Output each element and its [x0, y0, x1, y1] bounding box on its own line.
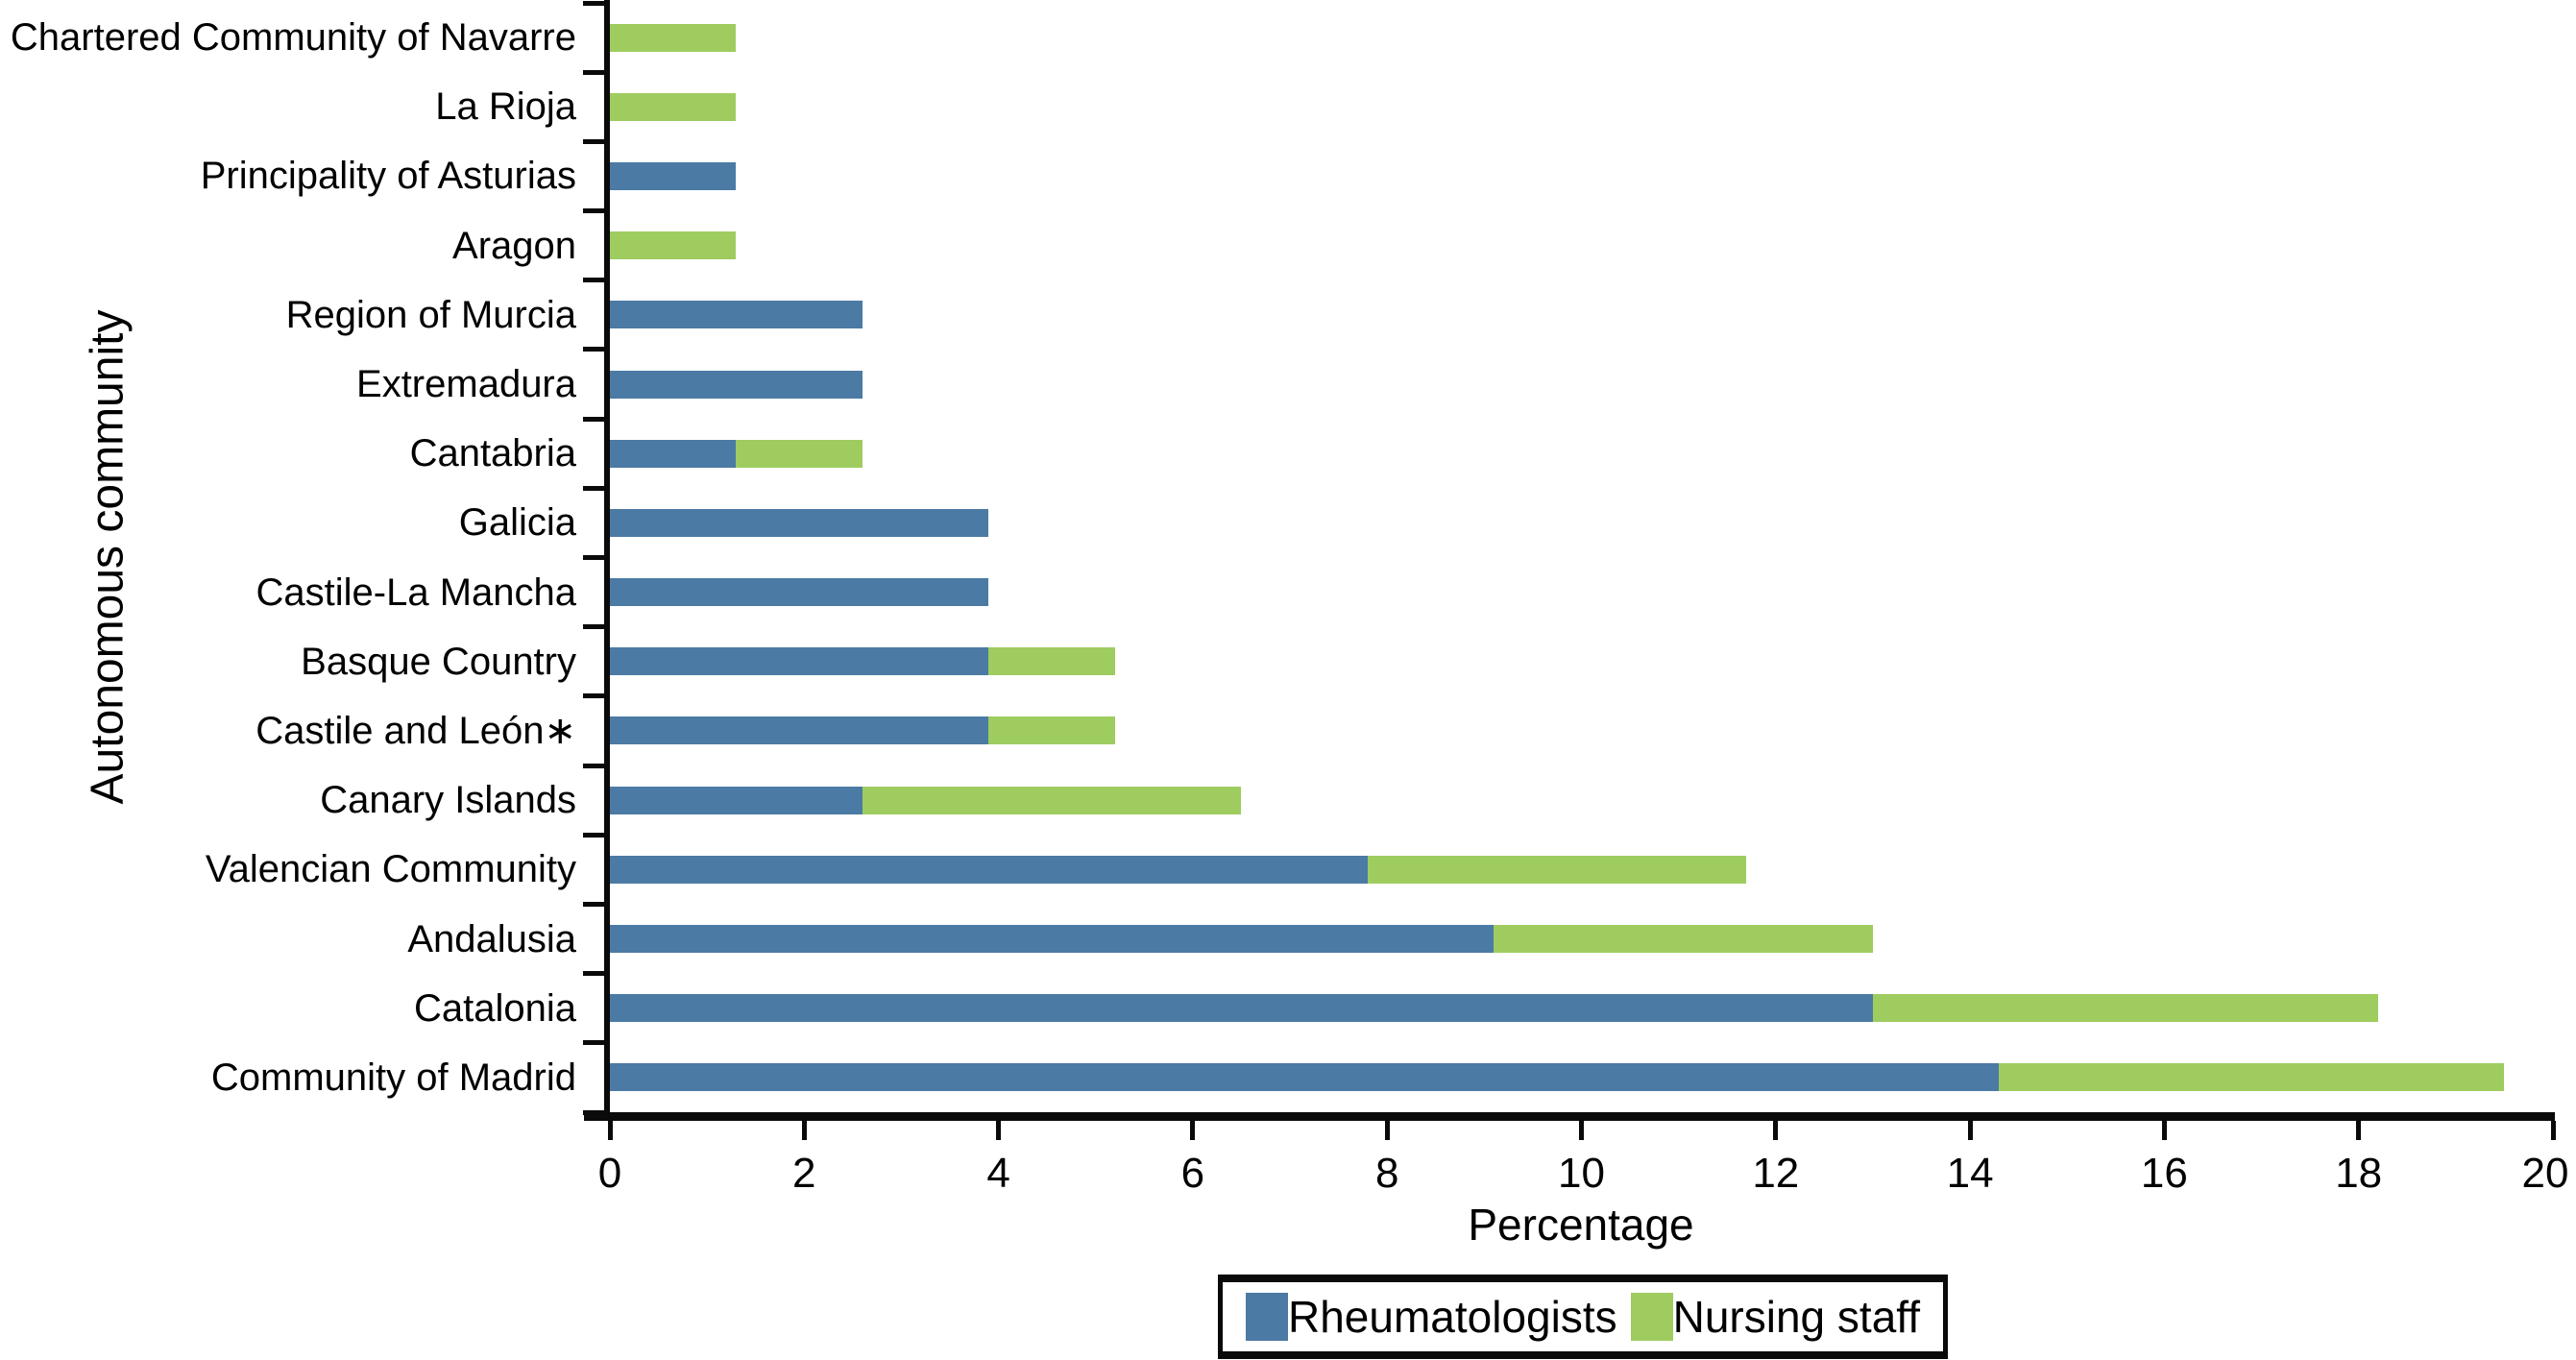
x-tick-12 — [1773, 1121, 1779, 1140]
x-tick-8 — [1384, 1121, 1390, 1140]
y-axis-boundary-tick — [583, 208, 604, 214]
y-axis-boundary-tick — [583, 971, 604, 977]
y-axis-boundary-tick — [583, 138, 604, 144]
bar-canary-islands-nursing-staff — [862, 786, 1242, 814]
x-tick-4 — [996, 1121, 1002, 1140]
bar-principality-of-asturias-rheumatologists — [610, 161, 737, 190]
category-label-chartered-community-of-navarre: Chartered Community of Navarre — [10, 16, 576, 60]
y-axis-boundary-tick — [583, 624, 604, 630]
x-tick-label-10: 10 — [1558, 1150, 1605, 1197]
bar-basque-country-rheumatologists — [610, 647, 989, 676]
legend-label-rheumatologists: Rheumatologists — [1288, 1292, 1617, 1342]
bar-region-of-murcia-rheumatologists — [610, 301, 863, 329]
category-label-andalusia: Andalusia — [407, 917, 576, 960]
y-axis-boundary-tick — [583, 555, 604, 560]
x-tick-label-2: 2 — [792, 1150, 816, 1197]
category-label-valencian-community: Valencian Community — [205, 848, 576, 891]
bar-canary-islands-rheumatologists — [610, 786, 863, 814]
category-label-canary-islands: Canary Islands — [320, 779, 576, 822]
category-label-principality-of-asturias: Principality of Asturias — [200, 155, 576, 198]
legend: Rheumatologists Nursing staff — [1218, 1275, 1949, 1359]
x-tick-label-8: 8 — [1374, 1150, 1399, 1197]
y-axis-boundary-tick — [583, 832, 604, 838]
x-tick-6 — [1190, 1121, 1196, 1140]
x-tick-label-6: 6 — [1180, 1150, 1205, 1197]
y-axis-boundary-tick — [583, 0, 604, 6]
y-axis-boundary-tick — [583, 69, 604, 75]
x-tick-0 — [607, 1121, 613, 1140]
bar-cantabria-rheumatologists — [610, 439, 737, 468]
y-axis-title: Autonomous community — [82, 309, 134, 805]
bar-aragon-nursing-staff — [610, 231, 737, 260]
y-axis-boundary-tick — [583, 901, 604, 907]
x-tick-10 — [1579, 1121, 1584, 1140]
bar-la-rioja-nursing-staff — [610, 92, 737, 121]
bar-catalonia-rheumatologists — [610, 994, 1873, 1023]
bar-valencian-community-rheumatologists — [610, 855, 1368, 884]
y-axis-boundary-tick — [583, 693, 604, 699]
y-axis-boundary-tick — [583, 1040, 604, 1046]
y-axis-boundary-tick — [583, 1109, 604, 1115]
x-tick-16 — [2161, 1121, 2167, 1140]
x-tick-18 — [2356, 1121, 2362, 1140]
bar-castile-and-le-n-nursing-staff — [988, 716, 1115, 745]
x-tick-label-20: 20 — [2521, 1150, 2569, 1197]
bar-catalonia-nursing-staff — [1872, 994, 2378, 1023]
bar-extremadura-rheumatologists — [610, 370, 863, 399]
bar-valencian-community-nursing-staff — [1367, 855, 1747, 884]
bar-castile-la-mancha-rheumatologists — [610, 578, 989, 607]
category-label-la-rioja: La Rioja — [435, 85, 576, 129]
category-label-aragon: Aragon — [452, 224, 576, 267]
x-tick-label-18: 18 — [2335, 1150, 2383, 1197]
category-label-basque-country: Basque Country — [301, 640, 576, 683]
y-axis-boundary-tick — [583, 278, 604, 283]
y-axis-boundary-tick — [583, 347, 604, 352]
category-label-extremadura: Extremadura — [356, 363, 576, 406]
bar-community-of-madrid-rheumatologists — [610, 1063, 2000, 1092]
bar-galicia-rheumatologists — [610, 508, 989, 537]
bar-andalusia-rheumatologists — [610, 925, 1495, 954]
bar-chartered-community-of-navarre-nursing-staff — [610, 23, 737, 52]
category-label-catalonia: Catalonia — [413, 986, 576, 1030]
y-axis-line — [604, 0, 610, 1121]
legend-label-nursing-staff: Nursing staff — [1672, 1292, 1921, 1342]
x-tick-14 — [1967, 1121, 1973, 1140]
bar-basque-country-nursing-staff — [988, 647, 1115, 676]
x-tick-label-0: 0 — [597, 1150, 622, 1197]
x-tick-label-4: 4 — [986, 1150, 1010, 1197]
category-label-community-of-madrid: Community of Madrid — [210, 1056, 576, 1099]
x-tick-label-14: 14 — [1946, 1150, 1994, 1197]
y-axis-boundary-tick — [583, 416, 604, 422]
category-label-castile-and-le-n: Castile and León∗ — [255, 709, 576, 752]
x-axis-title: Percentage — [1468, 1200, 1694, 1250]
x-tick-20 — [2550, 1121, 2556, 1140]
bar-community-of-madrid-nursing-staff — [1999, 1063, 2505, 1092]
x-axis-line — [584, 1112, 2555, 1121]
legend-swatch-rheumatologists — [1246, 1293, 1288, 1341]
category-label-galicia: Galicia — [458, 501, 576, 545]
y-axis-boundary-tick — [583, 485, 604, 491]
category-label-cantabria: Cantabria — [409, 432, 576, 475]
bar-cantabria-nursing-staff — [736, 439, 863, 468]
x-tick-2 — [801, 1121, 807, 1140]
category-label-castile-la-mancha: Castile-La Mancha — [255, 571, 577, 614]
x-tick-label-16: 16 — [2140, 1150, 2188, 1197]
category-label-region-of-murcia: Region of Murcia — [285, 293, 576, 336]
y-axis-boundary-tick — [583, 763, 604, 768]
bar-andalusia-nursing-staff — [1494, 925, 1873, 954]
legend-swatch-nursing-staff — [1630, 1293, 1673, 1341]
bar-castile-and-le-n-rheumatologists — [610, 716, 989, 745]
x-tick-label-12: 12 — [1752, 1150, 1800, 1197]
